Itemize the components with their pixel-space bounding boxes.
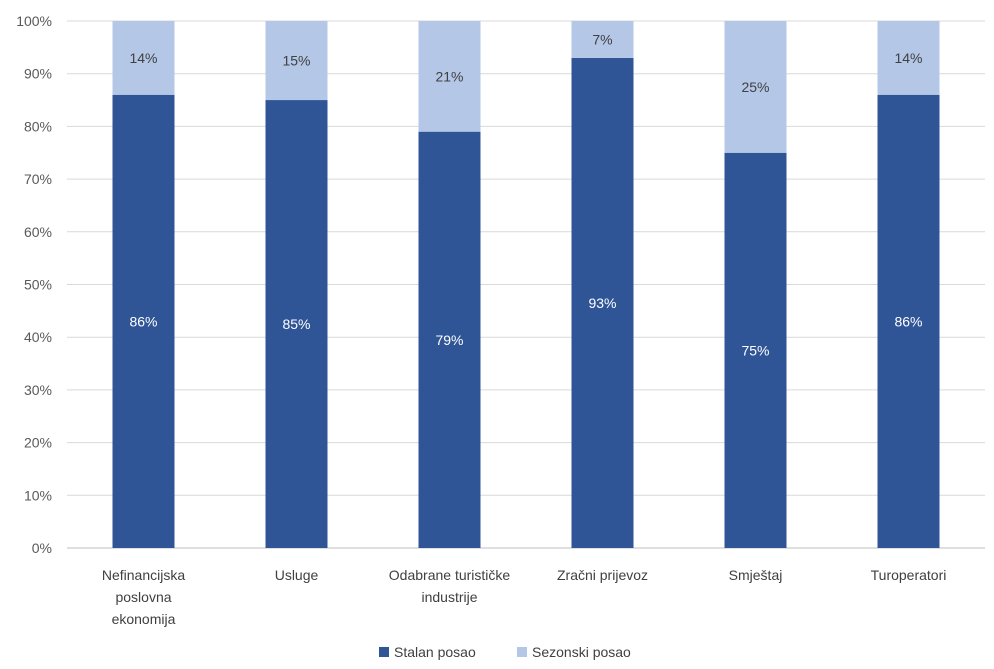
data-label: 14% [129, 50, 157, 66]
bar-segment [418, 131, 481, 549]
data-label: 21% [435, 68, 463, 84]
legend-label: Sezonski posao [532, 644, 631, 660]
y-tick-label: 50% [24, 277, 52, 293]
data-label: 85% [282, 316, 310, 332]
legend: Stalan posao Sezonski posao [379, 644, 631, 660]
x-category-label: Zračni prijevoz [557, 567, 648, 583]
data-label: 25% [741, 79, 769, 95]
y-tick-label: 40% [24, 329, 52, 345]
y-tick-label: 60% [24, 224, 52, 240]
data-labels: 86% 14% 85% 15% 79% 21% 93% 7% 75% 25% 86% 14% [129, 31, 922, 358]
legend-swatch [517, 647, 527, 657]
data-label: 7% [592, 31, 612, 47]
y-tick-label: 10% [24, 487, 52, 503]
y-tick-label: 30% [24, 382, 52, 398]
data-label: 79% [435, 332, 463, 348]
x-category-label: Turoperatori [871, 567, 947, 583]
x-category-label: Usluge [275, 567, 319, 583]
bars [112, 21, 940, 549]
y-tick-label: 0% [32, 540, 52, 556]
bar-segment [418, 21, 481, 132]
bar-segment [112, 94, 175, 548]
y-axis-ticks: 0% 10% 20% 30% 40% 50% 60% 70% 80% 90% 100% [16, 13, 52, 556]
bar-segment [724, 152, 787, 548]
x-category-label: Odabrane turističke industrije [389, 567, 511, 605]
x-axis-categories: Nefinancijska poslovna ekonomija Usluge Odab… [102, 567, 947, 627]
data-label: 93% [588, 295, 616, 311]
data-label: 75% [741, 342, 769, 358]
y-tick-label: 20% [24, 435, 52, 451]
x-category-label: Smještaj [729, 567, 783, 583]
legend-swatch [379, 647, 389, 657]
data-label: 86% [129, 313, 157, 329]
bar-segment [571, 57, 634, 548]
y-tick-label: 70% [24, 171, 52, 187]
bar-segment [265, 100, 328, 549]
data-label: 86% [894, 313, 922, 329]
data-label: 15% [282, 53, 310, 69]
bar-segment [877, 94, 940, 548]
legend-label: Stalan posao [394, 644, 476, 660]
data-label: 14% [894, 50, 922, 66]
bar-segment [112, 21, 175, 95]
x-category-label: Nefinancijska poslovna ekonomija [102, 567, 185, 627]
bar-segment [724, 21, 787, 153]
y-tick-label: 80% [24, 118, 52, 134]
bar-segment [877, 21, 940, 95]
bar-segment [265, 21, 328, 101]
y-tick-label: 100% [16, 13, 52, 29]
y-tick-label: 90% [24, 66, 52, 82]
gridlines [67, 20, 985, 549]
bar-segment [571, 21, 634, 58]
